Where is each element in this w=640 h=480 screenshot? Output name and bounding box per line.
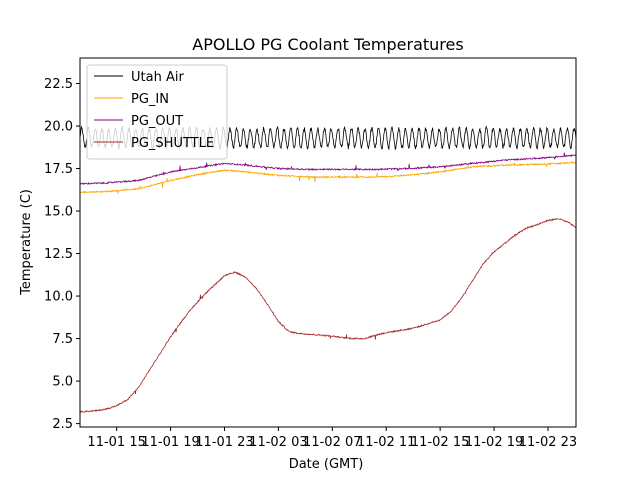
x-tick-label: 11-01 19: [141, 435, 199, 450]
x-tick-label: 11-02 07: [303, 435, 361, 450]
y-tick-label: 5.0: [52, 375, 73, 390]
x-tick-label: 11-02 23: [519, 435, 577, 450]
series-line-pg-shuttle: [80, 217, 576, 414]
x-tick-label: 11-02 11: [357, 435, 415, 450]
chart-title: APOLLO PG Coolant Temperatures: [192, 35, 463, 54]
y-tick-label: 10.0: [44, 290, 73, 305]
plot-area-frame: [79, 57, 577, 428]
y-tick-label: 7.5: [52, 332, 73, 347]
legend-box: [86, 64, 228, 160]
x-tick-label: 11-01 15: [87, 435, 145, 450]
legend-label: PG_SHUTTLE: [131, 136, 214, 151]
y-tick-label: 22.5: [44, 77, 73, 92]
series-line-pg-out: [80, 152, 576, 185]
legend-label: PG_OUT: [131, 114, 183, 129]
x-tick-label: 11-01 23: [195, 435, 253, 450]
y-axis-title: Temperature (C): [19, 189, 34, 296]
x-axis-title: Date (GMT): [289, 457, 364, 472]
y-tick-label: 20.0: [44, 120, 73, 135]
x-tick-label: 11-02 15: [411, 435, 469, 450]
y-tick-label: 17.5: [44, 162, 73, 177]
x-tick-label: 11-02 19: [465, 435, 523, 450]
legend: Utah Air PG_IN PG_OUT PG_SHUTTLE: [86, 64, 228, 160]
series-line-pg-in: [80, 160, 576, 194]
x-tick-label: 11-02 03: [249, 435, 307, 450]
y-tick-label: 12.5: [44, 247, 73, 262]
legend-label: Utah Air: [131, 70, 184, 85]
y-tick-label: 2.5: [52, 417, 73, 432]
y-tick-label: 15.0: [44, 205, 73, 220]
legend-label: PG_IN: [131, 92, 169, 107]
